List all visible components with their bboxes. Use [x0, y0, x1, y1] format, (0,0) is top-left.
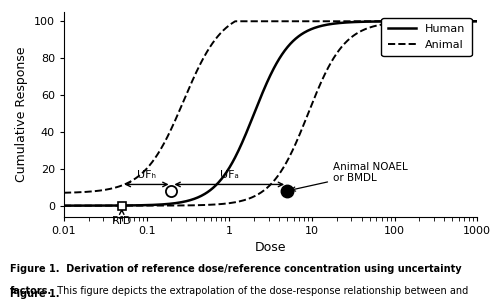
Text: Figure 1.: Figure 1. — [10, 290, 66, 299]
Text: UFₕ: UFₕ — [137, 170, 156, 180]
Text: Animal NOAEL
or BMDL: Animal NOAEL or BMDL — [291, 162, 408, 191]
X-axis label: Dose: Dose — [255, 241, 286, 254]
Text: This figure depicts the extrapolation of the dose-response relationship between : This figure depicts the extrapolation of… — [51, 287, 468, 296]
Y-axis label: Cumulative Response: Cumulative Response — [15, 47, 29, 182]
Text: RfD: RfD — [112, 216, 132, 226]
Text: Figure 1.  Derivation of reference dose/reference concentration using uncertaint: Figure 1. Derivation of reference dose/r… — [10, 264, 461, 274]
Text: factors.: factors. — [10, 287, 52, 296]
Text: UFₐ: UFₐ — [220, 170, 239, 180]
Legend: Human, Animal: Human, Animal — [381, 17, 472, 57]
